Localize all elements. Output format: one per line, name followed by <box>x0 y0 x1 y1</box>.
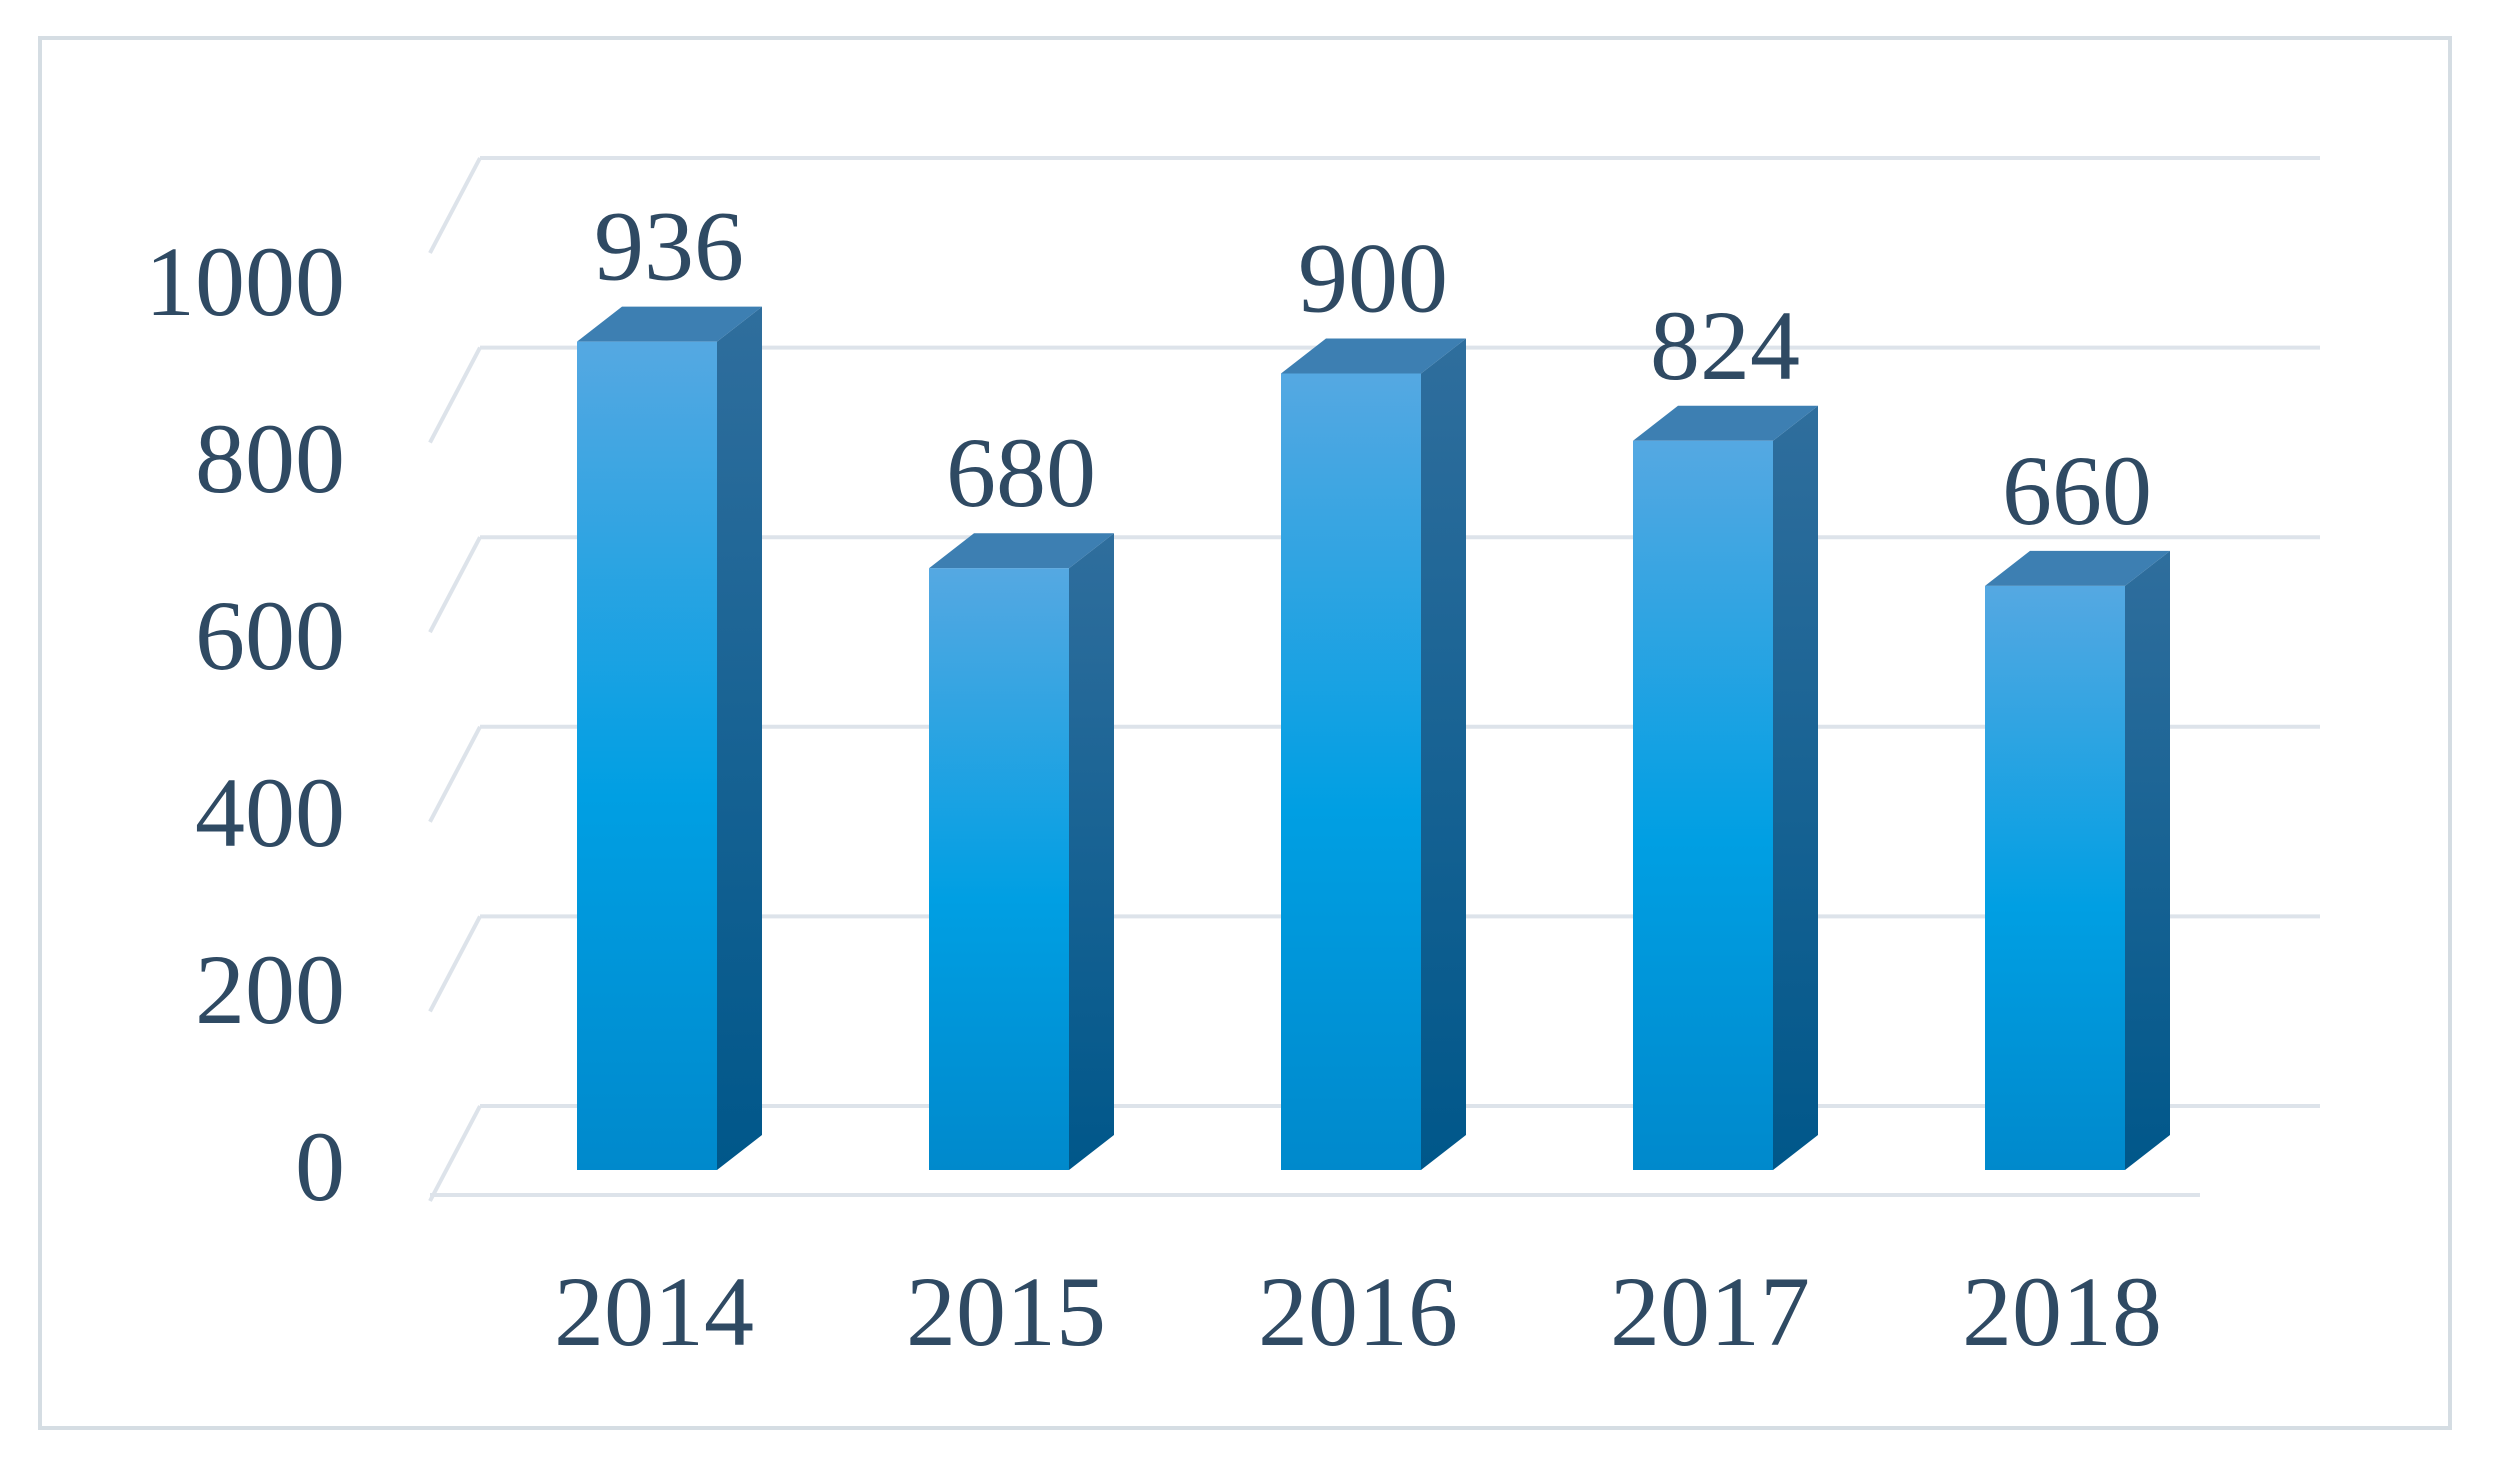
y-axis: 0 200 400 600 800 1000 <box>145 226 345 1222</box>
bar-top <box>929 533 1114 569</box>
bar-side <box>717 306 762 1170</box>
bar-front <box>1633 440 1773 1170</box>
gridline-depth <box>428 915 482 1013</box>
bar-2017 <box>1633 405 1818 1170</box>
y-tick-label: 0 <box>295 1111 345 1222</box>
bar-side <box>1421 338 1466 1170</box>
x-tick-label: 2017 <box>1610 1256 1810 1367</box>
bar-front <box>1281 373 1421 1170</box>
y-tick-label: 600 <box>195 580 345 691</box>
bars <box>577 306 2170 1170</box>
gridline-depth <box>428 346 482 444</box>
bar-side <box>1069 533 1114 1170</box>
y-tick-label: 1000 <box>145 226 345 337</box>
y-tick-label: 800 <box>195 403 345 514</box>
x-tick-label: 2015 <box>906 1256 1106 1367</box>
bar-2014 <box>577 306 762 1170</box>
bar-top <box>1633 405 1818 441</box>
gridline-depth <box>428 536 482 634</box>
x-axis: 2014 2015 2016 2017 2018 <box>554 1256 2162 1367</box>
bar-top <box>577 306 762 342</box>
bar-top <box>1985 550 2170 586</box>
bar-2018 <box>1985 550 2170 1170</box>
data-label: 680 <box>946 417 1096 528</box>
y-tick-label: 400 <box>195 757 345 868</box>
x-tick-label: 2018 <box>1962 1256 2162 1367</box>
bar-front <box>577 341 717 1170</box>
bar-side <box>1773 405 1818 1170</box>
y-tick-label: 200 <box>195 934 345 1045</box>
x-tick-label: 2014 <box>554 1256 754 1367</box>
chart-frame <box>38 36 2452 1430</box>
data-label: 660 <box>2002 435 2152 546</box>
data-label: 936 <box>594 191 744 302</box>
gridline-depth <box>428 157 482 254</box>
bar-2016 <box>1281 338 1466 1170</box>
x-tick-label: 2016 <box>1258 1256 1458 1367</box>
bar-top <box>1281 338 1466 374</box>
bar-2015 <box>929 533 1114 1170</box>
bar-front <box>1985 585 2125 1170</box>
data-label: 824 <box>1650 290 1800 401</box>
data-label: 900 <box>1298 223 1448 334</box>
gridline-depth <box>428 1105 482 1202</box>
bar-front <box>929 568 1069 1170</box>
data-labels: 936 680 900 824 660 <box>594 191 2152 546</box>
bar-side <box>2125 550 2170 1170</box>
gridline-depth <box>428 725 482 823</box>
